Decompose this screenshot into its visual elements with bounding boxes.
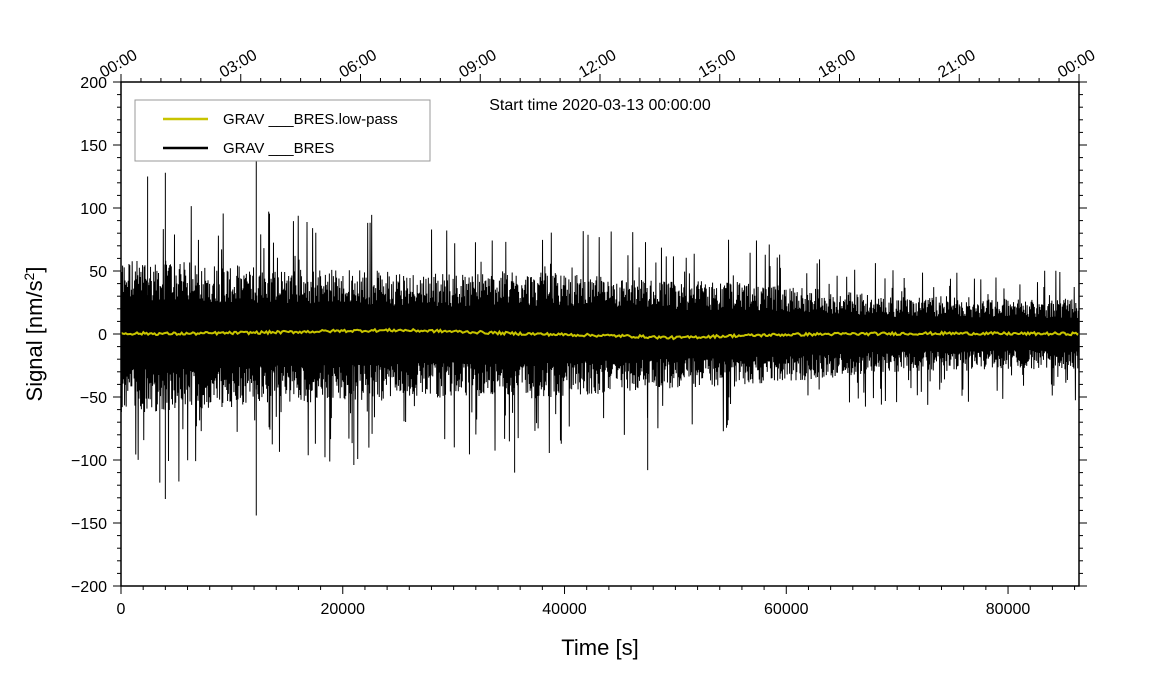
top-tick-label: 00:00 (1055, 47, 1098, 82)
legend-label-low-pass: GRAV ___BRES.low-pass (223, 111, 398, 128)
y-tick-label: 100 (80, 201, 107, 218)
top-tick-label: 03:00 (217, 47, 260, 82)
y-tick-label: −150 (71, 516, 107, 533)
y-tick-label: 0 (98, 327, 107, 344)
start-time-annotation: Start time 2020-03-13 00:00:00 (489, 97, 711, 114)
y-tick-label: 150 (80, 138, 107, 155)
top-tick-label: 09:00 (456, 47, 499, 82)
x-tick-label: 60000 (764, 601, 809, 618)
y-tick-label: −100 (71, 453, 107, 470)
x-tick-label: 40000 (542, 601, 587, 618)
top-tick-label: 12:00 (576, 47, 619, 82)
x-axis-title: Time [s] (561, 635, 638, 660)
top-tick-label: 21:00 (935, 47, 978, 82)
y-tick-label: −200 (71, 579, 107, 596)
x-tick-label: 20000 (321, 601, 366, 618)
raw-signal-trace (120, 206, 1080, 482)
top-tick-label: 15:00 (696, 47, 739, 82)
x-tick-label: 80000 (986, 601, 1031, 618)
x-tick-label: 0 (117, 601, 126, 618)
low-pass-series (120, 327, 1080, 341)
top-tick-label: 18:00 (816, 47, 859, 82)
raw-signal-series (120, 153, 1080, 516)
legend: GRAV ___BRES.low-pass GRAV ___BRES (134, 99, 431, 162)
top-tick-label: 06:00 (337, 47, 380, 82)
y-tick-label: 50 (89, 264, 107, 281)
y-tick-label: 200 (80, 75, 107, 92)
y-tick-label: −50 (80, 390, 107, 407)
y-axis-title: Signal [nm/s2] (21, 267, 47, 402)
low-pass-line (120, 327, 1080, 341)
legend-label-raw: GRAV ___BRES (223, 140, 334, 157)
top-tick-label: 00:00 (97, 47, 140, 82)
legend-box (134, 99, 431, 162)
